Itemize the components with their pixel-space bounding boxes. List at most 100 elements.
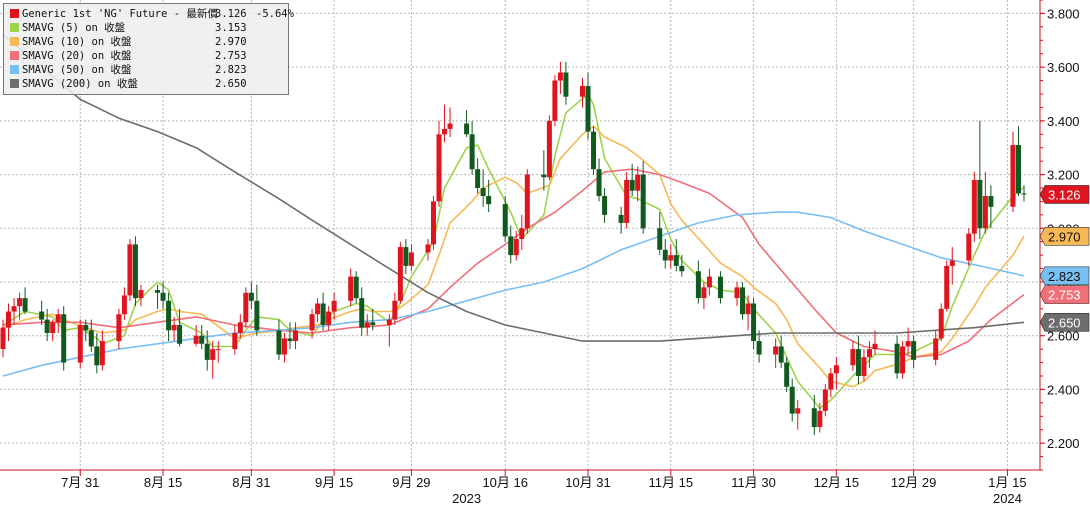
candle-body [861, 357, 867, 376]
value-tag [1039, 227, 1090, 246]
candle-body [127, 244, 133, 296]
candle-body [894, 343, 900, 374]
candle-body [331, 300, 337, 312]
ma-line [2, 125, 1025, 388]
value-tag [1039, 285, 1090, 304]
candle-body [315, 303, 321, 315]
candle-body [199, 335, 205, 344]
candle-body [210, 349, 216, 360]
candle-body [1021, 193, 1027, 195]
candle-body [6, 311, 12, 328]
candle-body [579, 85, 585, 97]
candle-body [988, 196, 994, 207]
y-tick-label: 3.800 [1047, 6, 1080, 21]
candle-body [635, 174, 641, 191]
legend-label: SMAVG (200) on 收盤 [22, 78, 138, 90]
candle-body [850, 349, 856, 366]
legend-value: 2.823 [215, 64, 247, 76]
candle-body [17, 298, 23, 307]
value-tag [1039, 266, 1090, 286]
candle-body [276, 330, 282, 355]
candle-body [944, 265, 950, 309]
candle-body [602, 196, 608, 215]
candle-body [281, 338, 287, 355]
candle-body [138, 290, 144, 299]
legend-swatch [10, 9, 19, 18]
legend-label: Generic 1st 'NG' Future - 最新價 [22, 8, 218, 20]
candle-body [756, 341, 762, 355]
candle-body [855, 349, 861, 376]
candle-body [773, 346, 779, 355]
candle-body [971, 179, 977, 234]
candle-body [817, 410, 823, 428]
candle-body [519, 228, 525, 240]
candle-body [309, 314, 315, 331]
candle-body [795, 408, 801, 414]
candle-body [392, 300, 398, 320]
x-tick-label: 12月 29 [891, 475, 937, 490]
legend-swatch [10, 37, 19, 46]
candle-body [695, 271, 701, 299]
candle-body [938, 308, 944, 339]
y-tick-label: 2.200 [1047, 436, 1080, 451]
candle-body [287, 338, 293, 342]
legend-label: SMAVG (5) on 收盤 [22, 22, 126, 34]
candle-body [911, 341, 917, 360]
candle-body [215, 349, 221, 351]
x-tick-label: 11月 15 [649, 475, 694, 490]
candle-body [386, 319, 392, 325]
candle-body [447, 123, 453, 129]
year-label: 2024 [993, 491, 1022, 506]
candle-body [160, 292, 166, 301]
candle-body [11, 306, 17, 312]
value-tag-label: 3.126 [1048, 187, 1081, 202]
candle-body [359, 298, 365, 328]
x-tick-label: 12月 15 [814, 475, 860, 490]
candle-body [475, 169, 481, 188]
candle-body [39, 311, 45, 320]
candle-body [502, 204, 508, 237]
candle-body [789, 386, 795, 414]
candle-body [370, 322, 376, 325]
x-tick-label: 11月 30 [731, 475, 776, 490]
value-tags: 3.126 2.970 2.823 2.753 2.650 [1039, 185, 1090, 332]
candle-body [155, 290, 161, 293]
candle-body [872, 343, 878, 350]
chart-legend: Generic 1st 'NG' Future - 最新價 3.126 -5.6… [3, 3, 294, 95]
candle-body [679, 265, 685, 272]
candle-body [116, 314, 122, 342]
x-tick-label: 1月 15 [988, 475, 1026, 490]
legend-label: SMAVG (20) on 收盤 [22, 50, 132, 62]
legend-value: 3.126 [215, 8, 247, 20]
candle-body [982, 196, 988, 229]
candle-body [464, 123, 470, 135]
candle-body [442, 128, 448, 135]
candle-body [425, 244, 431, 253]
candle-body [513, 239, 519, 256]
candle-body [811, 408, 817, 428]
candle-body [248, 292, 254, 301]
x-tick-label: 9月 15 [315, 475, 353, 490]
candle-body [828, 373, 834, 390]
candle-body [563, 72, 569, 97]
candle-body [629, 179, 635, 191]
candle-body [977, 179, 983, 229]
value-tag-label: 2.823 [1048, 269, 1081, 284]
candle-body [232, 333, 238, 350]
candle-body [822, 389, 828, 411]
candle-body [121, 295, 127, 315]
candle-body [745, 303, 751, 315]
candle-body [591, 131, 597, 170]
year-label: 2023 [452, 491, 481, 506]
x-tick-label: 9月 29 [392, 475, 430, 490]
candle-body [701, 287, 707, 299]
value-tag-label: 2.970 [1048, 229, 1081, 244]
y-tick-label: 3.600 [1047, 60, 1080, 75]
candle-body [364, 322, 370, 328]
candle-body [734, 287, 740, 299]
candle-body [933, 338, 939, 360]
legend-value: 2.753 [215, 50, 247, 62]
value-tag-label: 2.650 [1048, 315, 1081, 330]
legend-item-smavg-200: SMAVG (200) on 收盤 2.650 [10, 77, 247, 91]
candle-body [408, 252, 414, 266]
